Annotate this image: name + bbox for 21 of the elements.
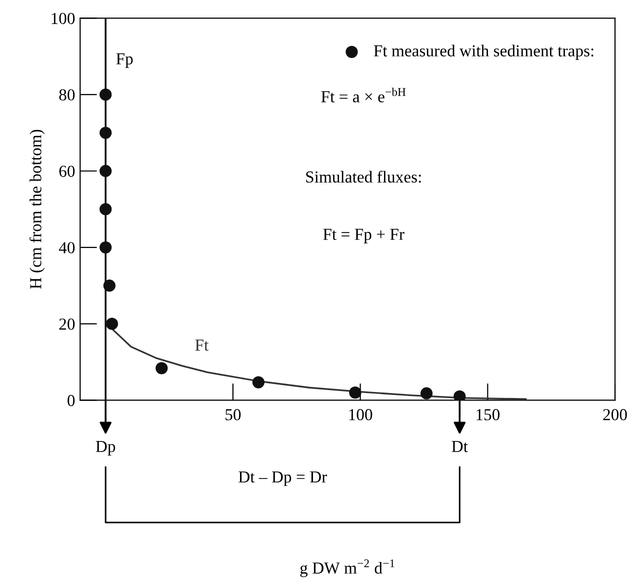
text: g DW m$^{−2}$ d$^{−1}$ (300, 559, 394, 578)
y-tick-label: 40 (58, 242, 75, 254)
y-tick-label: 60 (59, 166, 75, 177)
x-tick-label: 200 (603, 409, 627, 420)
ref-line-label: Fp (116, 53, 133, 68)
y-tick-label: 80 (59, 89, 75, 101)
x-tick-label: 50 (226, 409, 241, 420)
annotation: Ft = Fp + Fr (323, 228, 404, 244)
x-tick-label: 150 (476, 409, 500, 420)
annotation: Ft = a × e$^{−bH}$ (321, 88, 406, 102)
y-tick-label: 100 (52, 12, 75, 24)
annotation: Dt (452, 441, 468, 452)
series-label: Ft (195, 340, 209, 351)
y-tick-label: 20 (59, 318, 75, 330)
y-tick-label: 0 (68, 394, 75, 406)
x-tick-label: 100 (349, 409, 372, 420)
annotation: Simulated fluxes: (306, 170, 421, 183)
y-axis-title: H (cm from the bottom) (29, 130, 45, 289)
legend-label: Ft measured with sediment traps: (374, 44, 594, 60)
text: Dt – Dp = Dr (238, 471, 327, 486)
annotation: Dp (96, 441, 116, 456)
